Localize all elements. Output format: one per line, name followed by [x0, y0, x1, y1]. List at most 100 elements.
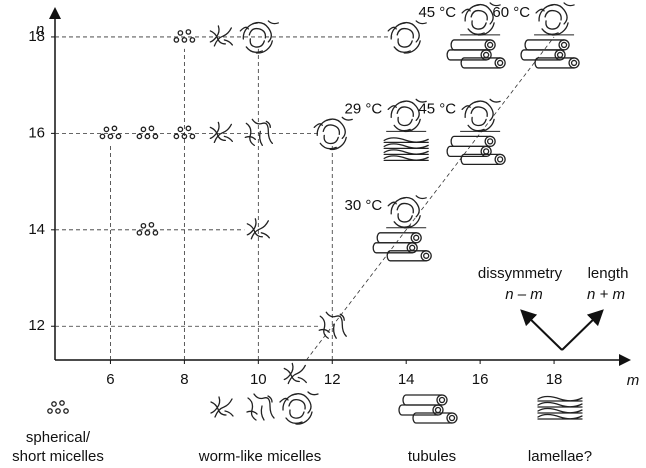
worm-c-icon: [239, 20, 279, 54]
worm-strand: [387, 26, 397, 32]
morphology-point: 60 °C: [492, 2, 580, 69]
morphology-point: [239, 20, 279, 54]
legend-label: short micelles: [12, 448, 104, 465]
worm-c-icon: [535, 2, 575, 36]
worm-strand: [213, 123, 233, 144]
tube-body: [446, 49, 487, 61]
worm-strand: [325, 311, 347, 337]
worm-strand: [332, 323, 337, 339]
tube-end: [436, 394, 448, 406]
sphere: [181, 37, 188, 43]
worm-strand: [387, 201, 397, 207]
worm-strand: [239, 26, 249, 32]
lamella: [383, 143, 429, 150]
worm-strand: [247, 397, 257, 421]
worm-strand: [319, 315, 329, 339]
tube-end: [484, 39, 496, 51]
lamella: [537, 413, 583, 420]
worm-strand: [461, 105, 471, 111]
lamellae-icon: [383, 137, 429, 162]
lamella: [537, 395, 583, 402]
sphere: [152, 133, 159, 140]
worm-strand: [209, 25, 220, 43]
sphere: [136, 229, 143, 236]
worm-strand: [260, 405, 265, 421]
arrow-formula: n – m: [505, 286, 543, 303]
temperature-label: 30 °C: [345, 197, 383, 214]
x-tick-label: 6: [106, 371, 114, 388]
worm-strand: [471, 116, 487, 127]
legend-label: spherical/: [26, 429, 91, 446]
morphology-point: [136, 125, 159, 140]
sphere: [107, 133, 114, 140]
sphere: [189, 133, 196, 140]
worm-strand: [288, 398, 306, 410]
arrow-label: length: [588, 265, 629, 282]
sphere: [136, 133, 143, 140]
worm-strand: [325, 118, 346, 140]
worm-strand: [245, 46, 263, 53]
tube-bore: [413, 234, 420, 241]
worm-strand: [396, 27, 414, 39]
x-tick-label: 18: [546, 371, 563, 388]
worm-strand: [396, 202, 414, 214]
tube-bore: [438, 396, 446, 404]
legend-item: spherical/short micelles: [12, 400, 104, 465]
worm-strand: [393, 221, 411, 228]
tube-body: [372, 242, 413, 254]
worm-strand: [390, 22, 406, 40]
worm-strand: [563, 2, 575, 7]
arrow: [561, 309, 604, 351]
sphere: [185, 29, 192, 35]
axes: n m: [36, 7, 640, 389]
worm-strand: [307, 391, 319, 396]
sphere: [185, 125, 192, 132]
sphere: [55, 408, 61, 414]
morphology-point: [387, 20, 427, 54]
legend-label: tubules: [408, 448, 456, 465]
worm-strand: [283, 367, 300, 383]
worm-strand: [255, 40, 273, 54]
sphere: [51, 401, 57, 407]
temperature-label: 60 °C: [492, 4, 530, 21]
tube-bore: [486, 41, 494, 49]
worm-strand: [267, 395, 273, 403]
tube-body: [520, 49, 561, 61]
tube-body: [446, 145, 487, 158]
tube-end: [420, 250, 432, 262]
y-tick-label: 14: [28, 221, 45, 238]
worm-strand: [461, 8, 471, 14]
x-axis-label: m: [627, 372, 640, 389]
worm-strand: [213, 27, 233, 47]
sphere: [140, 222, 147, 229]
worm-strand: [260, 232, 270, 239]
tubules-icon: [398, 394, 458, 424]
tube-body: [460, 153, 501, 166]
worm-c-icon: [387, 195, 427, 229]
tube-body: [460, 57, 501, 69]
morphology-point: [313, 116, 353, 151]
worm-c-icon: [461, 98, 501, 133]
lamella: [383, 155, 429, 162]
morphology-point: [246, 218, 270, 240]
worm-strand: [464, 100, 480, 119]
tube-body: [450, 135, 491, 148]
worm-strand: [489, 2, 501, 7]
worm-strand: [545, 20, 561, 30]
lamellae-icon: [537, 395, 583, 420]
tube-end: [480, 49, 492, 61]
worm-c-icon: [461, 2, 501, 36]
lamella: [383, 149, 429, 156]
worm-strand: [393, 46, 411, 53]
morphology-point: [244, 118, 273, 147]
tube-body: [398, 404, 439, 416]
legend-item: tubules: [398, 394, 458, 465]
worm-b-icon: [244, 118, 273, 147]
worm-c-icon: [387, 20, 427, 54]
direction-arrows: dissymmetry n – m length n + m: [478, 265, 629, 351]
spherical-icon: [47, 400, 69, 414]
legend-item: worm-like micelles: [198, 391, 321, 465]
worm-strand: [470, 9, 488, 21]
worm-strand: [399, 196, 420, 218]
